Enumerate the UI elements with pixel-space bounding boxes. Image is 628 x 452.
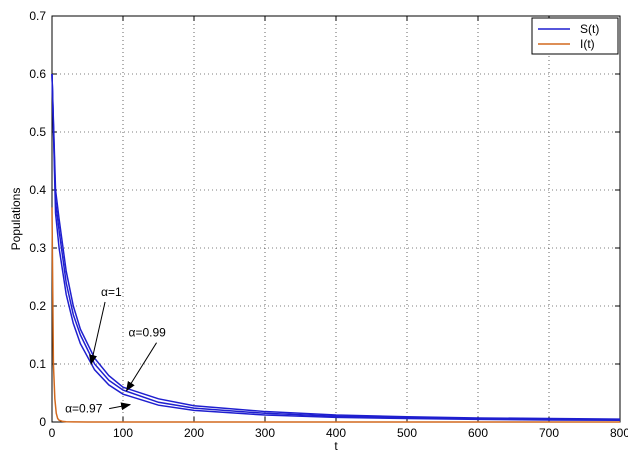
x-tick-label: 800	[610, 426, 628, 440]
series-line-s	[51, 73, 621, 420]
y-tick-label: 0.3	[29, 241, 46, 255]
y-axis-label: Populations	[9, 188, 23, 251]
y-tick-label: 0	[39, 415, 46, 429]
legend-label-i: I(t)	[580, 37, 595, 51]
x-tick-label: 0	[49, 426, 56, 440]
legend-box	[531, 17, 619, 55]
y-tick-label: 0.4	[29, 183, 46, 197]
annotation-arrow	[89, 301, 106, 365]
series-layer	[51, 73, 621, 423]
y-tick-label: 0.7	[29, 9, 46, 23]
x-tick-label: 200	[184, 426, 204, 440]
x-tick-label: 300	[255, 426, 275, 440]
axis-ticks: 0 100 200 300 400 500 600 700 800 0 0.1 0.2 0.3 0.4 0.…	[29, 9, 628, 440]
x-tick-label: 100	[113, 426, 133, 440]
legend-label-s: S(t)	[580, 22, 599, 36]
grid	[52, 16, 620, 422]
y-tick-label: 0.5	[29, 125, 46, 139]
series-line-s	[51, 73, 621, 421]
x-tick-label: 400	[326, 426, 346, 440]
series-line-s	[51, 73, 621, 422]
y-tick-label: 0.1	[29, 357, 46, 371]
annotation-arrow	[126, 342, 157, 392]
annotations: α=1 α=0.99 α=0.97	[65, 285, 166, 416]
x-tick-label: 600	[468, 426, 488, 440]
annotation-arrow	[109, 402, 132, 411]
y-tick-label: 0.6	[29, 67, 46, 81]
x-tick-label: 500	[397, 426, 417, 440]
x-tick-label: 700	[539, 426, 559, 440]
series-line-i	[51, 207, 620, 423]
annotation-label: α=0.99	[129, 326, 167, 340]
legend: S(t) I(t)	[531, 17, 619, 55]
y-tick-label: 0.2	[29, 299, 46, 313]
annotation-label: α=1	[101, 285, 122, 299]
annotation-label: α=0.97	[65, 402, 103, 416]
x-axis-label: t	[334, 439, 338, 452]
